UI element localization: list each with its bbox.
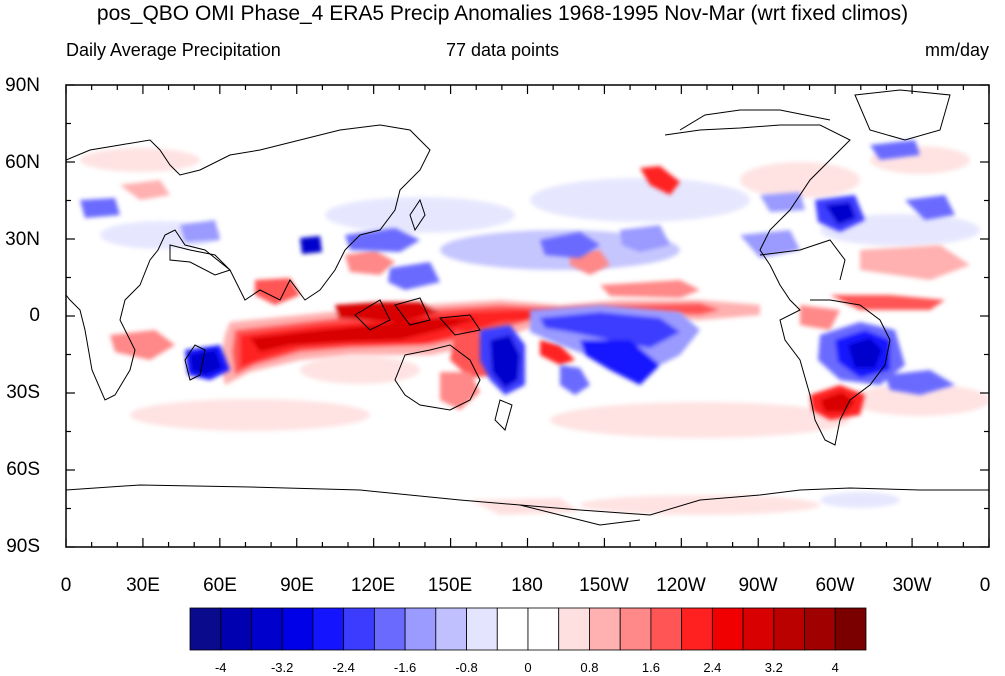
lon-label-150w: 150W bbox=[579, 575, 629, 596]
colorbar-swatch bbox=[804, 607, 836, 651]
lat-label-90n: 90N bbox=[5, 75, 40, 96]
colorbar-swatch bbox=[496, 607, 529, 651]
data-points-label: 77 data points bbox=[445, 40, 560, 60]
lon-label-60e: 60E bbox=[203, 575, 237, 596]
colorbar-swatch bbox=[773, 607, 805, 651]
lat-label-30s: 30S bbox=[6, 382, 40, 403]
lon-label-150e: 150E bbox=[427, 575, 473, 596]
lat-label-30n: 30N bbox=[5, 229, 40, 250]
anomaly-field bbox=[66, 89, 989, 526]
lon-label-60w: 60W bbox=[815, 575, 855, 596]
lon-label-0-east: 0 bbox=[979, 575, 991, 596]
colorbar-swatch bbox=[404, 607, 437, 651]
map-title: pos_QBO OMI Phase_4 ERA5 Precip Anomalie… bbox=[96, 2, 909, 25]
colorbar-swatch bbox=[681, 607, 713, 651]
colorbar-swatch bbox=[834, 607, 867, 651]
colorbar-swatch bbox=[619, 607, 652, 651]
colorbar-label: 1.6 bbox=[641, 660, 660, 675]
colorbar-label: 4 bbox=[831, 660, 839, 675]
colorbar-label: -1.6 bbox=[393, 660, 417, 675]
colorbar-label: -0.8 bbox=[455, 660, 478, 675]
colorbar-label: 0 bbox=[524, 660, 532, 675]
colorbar-swatch bbox=[742, 607, 775, 651]
colorbar-label: -4 bbox=[214, 660, 227, 675]
colorbar-swatch bbox=[343, 607, 375, 651]
colorbar-swatch bbox=[312, 607, 345, 651]
colorbar bbox=[189, 607, 867, 651]
colorbar-swatch bbox=[558, 607, 590, 651]
coastlines bbox=[66, 89, 989, 526]
colorbar-swatch bbox=[466, 607, 498, 651]
lon-label-30w: 30W bbox=[892, 575, 932, 596]
colorbar-swatch bbox=[189, 607, 222, 651]
colorbar-swatch bbox=[435, 607, 467, 651]
lon-label-180: 180 bbox=[511, 575, 543, 596]
lon-label-0: 0 bbox=[60, 575, 72, 596]
variable-label: Daily Average Precipitation bbox=[66, 40, 281, 60]
lon-label-90w: 90W bbox=[738, 575, 778, 596]
colorbar-swatch bbox=[650, 607, 683, 651]
lat-label-90s: 90S bbox=[6, 536, 40, 557]
colorbar-swatch bbox=[527, 607, 560, 651]
lat-label-eq: 0 bbox=[29, 305, 40, 326]
axis-ticks bbox=[65, 84, 990, 548]
lon-label-30e: 30E bbox=[126, 575, 160, 596]
colorbar-label: -2.4 bbox=[332, 660, 355, 675]
colorbar-swatch bbox=[251, 607, 283, 651]
lon-label-120e: 120E bbox=[350, 575, 396, 596]
colorbar-swatch bbox=[373, 607, 406, 651]
units-label: mm/day bbox=[924, 40, 989, 60]
colorbar-swatch bbox=[711, 607, 744, 651]
colorbar-swatch bbox=[281, 607, 314, 651]
colorbar-label: 2.4 bbox=[703, 660, 722, 675]
lon-label-90e: 90E bbox=[280, 575, 314, 596]
lon-label-120w: 120W bbox=[656, 575, 706, 596]
colorbar-label: 3.2 bbox=[764, 660, 783, 675]
lat-label-60n: 60N bbox=[5, 152, 40, 173]
lat-label-60s: 60S bbox=[6, 459, 40, 480]
colorbar-label: -3.2 bbox=[270, 660, 294, 675]
colorbar-label: 0.8 bbox=[580, 660, 599, 675]
colorbar-swatch bbox=[220, 607, 252, 651]
colorbar-swatch bbox=[589, 607, 621, 651]
